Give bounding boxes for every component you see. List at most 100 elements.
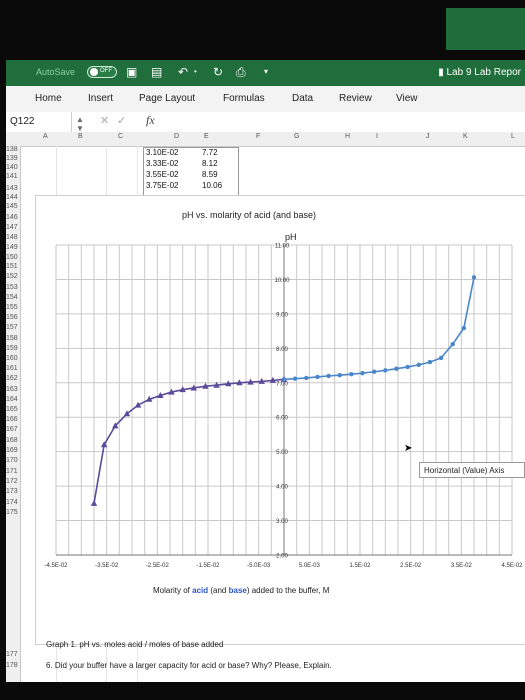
- row-header[interactable]: 152: [6, 273, 18, 280]
- tab-insert[interactable]: Insert: [88, 93, 114, 104]
- data-point-acid: [112, 422, 119, 429]
- data-point-acid: [179, 386, 186, 393]
- row-header[interactable]: 162: [6, 375, 18, 382]
- customize-toolbar-icon[interactable]: ▾: [264, 67, 269, 76]
- tab-page-layout[interactable]: Page Layout: [139, 93, 196, 104]
- row-header[interactable]: 171: [6, 468, 18, 475]
- row-header[interactable]: 175: [6, 509, 18, 516]
- series-line-acid: [93, 378, 285, 504]
- cell-ph[interactable]: 8.59: [202, 170, 218, 179]
- formula-bar: Q122 ▲ ▼ ✕ ✓ fx: [6, 112, 525, 133]
- row-header[interactable]: 177: [6, 651, 18, 658]
- ph-chart[interactable]: pH vs. molarity of acid (and base) pH 2.…: [35, 195, 525, 645]
- y-tick-label: 10.00: [274, 278, 290, 284]
- column-header-a[interactable]: A: [43, 133, 48, 140]
- undo-dropdown-icon[interactable]: •: [194, 67, 197, 76]
- row-header[interactable]: 159: [6, 345, 18, 352]
- save-icon[interactable]: ▤: [151, 65, 163, 79]
- column-header-i[interactable]: I: [376, 133, 378, 140]
- column-header-g[interactable]: G: [294, 133, 300, 140]
- worksheet-grid[interactable]: A B C D E F G H I J K L 138 139 140 141 143 144 145 146 147…: [6, 132, 525, 682]
- column-header-j[interactable]: J: [426, 133, 430, 140]
- row-header[interactable]: 148: [6, 234, 18, 241]
- row-header[interactable]: 164: [6, 396, 18, 403]
- cell-molarity[interactable]: 3.33E-02: [146, 159, 179, 168]
- row-header[interactable]: 143: [6, 185, 18, 192]
- row-header[interactable]: 169: [6, 447, 18, 454]
- data-point-base: [461, 325, 467, 331]
- row-header[interactable]: 147: [6, 224, 18, 231]
- row-headers: 138 139 140 141 143 144 145 146 147 148 149 150 151 1…: [6, 146, 21, 682]
- row-header[interactable]: 165: [6, 406, 18, 413]
- column-header-h[interactable]: H: [345, 133, 351, 140]
- row-header[interactable]: 161: [6, 365, 18, 372]
- data-point-acid: [225, 380, 232, 387]
- data-point-base: [315, 374, 320, 380]
- confirm-icon[interactable]: ✓: [117, 115, 127, 127]
- data-point-base: [383, 368, 388, 373]
- row-header[interactable]: 149: [6, 244, 18, 251]
- row-header[interactable]: 166: [6, 416, 18, 423]
- row-header[interactable]: 150: [6, 254, 18, 261]
- row-header[interactable]: 145: [6, 203, 18, 210]
- x-axis-title-part-5: ) added to the buffer, M: [246, 586, 330, 595]
- row-header[interactable]: 154: [6, 294, 18, 301]
- row-header[interactable]: 141: [6, 173, 18, 180]
- tab-home[interactable]: Home: [35, 93, 62, 104]
- cancel-icon[interactable]: ✕: [100, 115, 110, 127]
- autosave-toggle[interactable]: OFF: [87, 66, 117, 78]
- tab-formulas[interactable]: Formulas: [223, 93, 265, 104]
- row-header[interactable]: 144: [6, 194, 18, 201]
- print-icon[interactable]: ⎙: [236, 65, 246, 79]
- tab-review[interactable]: Review: [339, 93, 372, 104]
- row-header[interactable]: 157: [6, 324, 18, 331]
- y-tick-label: 5.00: [276, 450, 288, 456]
- row-header[interactable]: 173: [6, 488, 18, 495]
- y-tick-label: 6.00: [276, 416, 288, 422]
- column-header-k[interactable]: K: [463, 133, 468, 140]
- row-header[interactable]: 160: [6, 355, 18, 362]
- row-header[interactable]: 139: [6, 155, 18, 162]
- row-header[interactable]: 167: [6, 426, 18, 433]
- cell-ph[interactable]: 7.72: [202, 148, 218, 157]
- tab-data[interactable]: Data: [292, 93, 314, 104]
- column-header-e[interactable]: E: [204, 133, 209, 140]
- row-header[interactable]: 172: [6, 478, 18, 485]
- row-header[interactable]: 170: [6, 457, 18, 464]
- x-axis-title: Molarity of acid (and base) added to the…: [153, 586, 329, 595]
- cell-ph[interactable]: 10.06: [202, 181, 223, 190]
- x-tick-label: 1.5E-02: [349, 563, 371, 569]
- row-header[interactable]: 151: [6, 263, 18, 270]
- column-header-b[interactable]: B: [78, 133, 83, 140]
- row-header[interactable]: 163: [6, 386, 18, 393]
- tab-view[interactable]: View: [396, 93, 418, 104]
- column-header-c[interactable]: C: [118, 133, 124, 140]
- data-point-base: [371, 369, 377, 374]
- undo-icon[interactable]: ↶: [178, 65, 189, 79]
- column-header-f[interactable]: F: [256, 133, 261, 140]
- row-header[interactable]: 155: [6, 304, 18, 311]
- data-point-acid: [157, 392, 164, 399]
- cell-molarity[interactable]: 3.10E-02: [146, 148, 179, 157]
- document-title-text: Lab 9 Lab Repor: [446, 67, 521, 78]
- cell-ph[interactable]: 8.12: [202, 159, 218, 168]
- column-header-l[interactable]: L: [511, 133, 515, 140]
- row-header[interactable]: 140: [6, 164, 18, 171]
- redo-icon[interactable]: ↻: [213, 65, 224, 79]
- row-header[interactable]: 138: [6, 146, 18, 153]
- row-header[interactable]: 168: [6, 437, 18, 444]
- data-point-base: [416, 362, 421, 368]
- row-header[interactable]: 153: [6, 284, 18, 291]
- insert-function-icon[interactable]: fx: [146, 113, 155, 127]
- sidebar-toggle-icon[interactable]: ▣: [126, 65, 138, 79]
- cell-molarity[interactable]: 3.75E-02: [146, 181, 179, 190]
- name-box-stepper-icon[interactable]: ▲ ▼: [76, 115, 84, 133]
- cell-molarity[interactable]: 3.55E-02: [146, 170, 179, 179]
- row-header[interactable]: 174: [6, 499, 18, 506]
- row-header[interactable]: 146: [6, 214, 18, 221]
- row-header[interactable]: 178: [6, 662, 18, 669]
- column-header-d[interactable]: D: [174, 133, 180, 140]
- row-header[interactable]: 156: [6, 314, 18, 321]
- row-header[interactable]: 158: [6, 335, 18, 342]
- name-box[interactable]: Q122: [6, 112, 72, 132]
